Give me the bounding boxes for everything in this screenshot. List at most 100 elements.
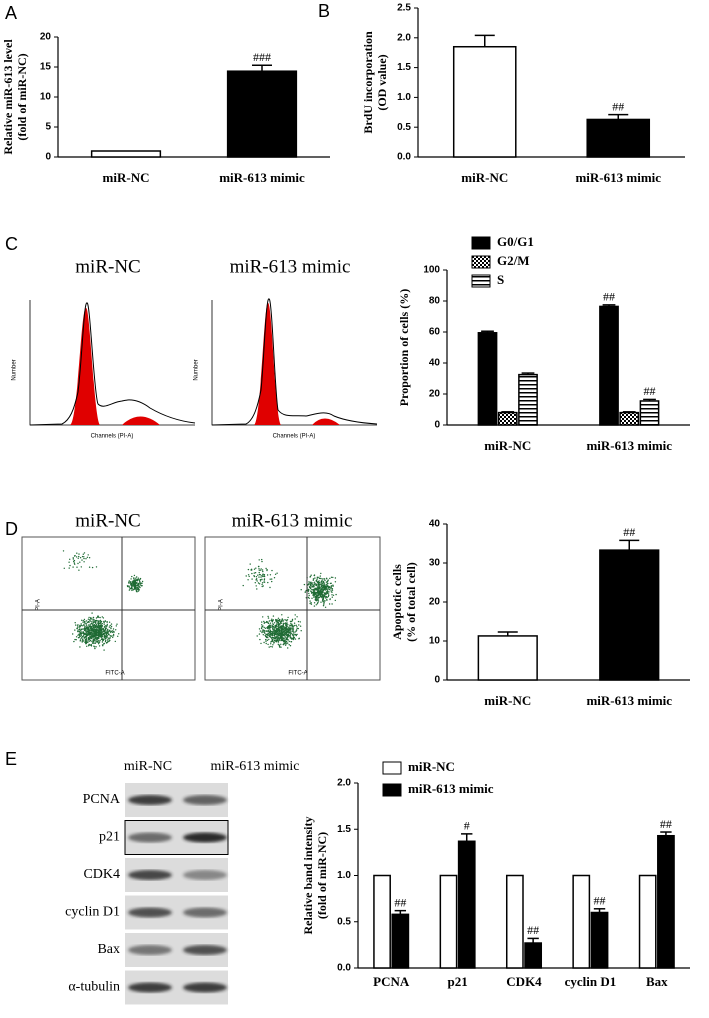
event-dot [106,632,108,634]
event-dot [255,585,257,587]
event-dot [287,628,289,630]
bar [657,834,675,969]
event-dot [115,629,117,631]
event-dot [138,582,140,585]
event-dot [284,619,286,621]
event-dot [298,624,300,626]
event-dot [280,630,282,632]
event-dot [277,638,279,640]
event-dot [283,634,285,636]
event-dot [314,597,316,599]
event-dot [87,624,90,626]
plot-title: miR-613 mimic [232,510,353,531]
event-dot [318,584,320,587]
event-dot [94,647,96,650]
event-dot [332,576,334,579]
event-dot [312,593,315,595]
legend-label: G0/G1 [497,234,534,249]
event-dot [271,631,273,633]
event-dot [277,634,279,636]
lane-label: miR-613 mimic [210,759,299,774]
event-dot [331,588,334,590]
event-dot [83,557,85,560]
event-dot [110,623,113,625]
event-dot [310,591,312,593]
event-dot [136,585,138,587]
event-dot [74,555,76,557]
blot-band [128,870,172,880]
event-dot [315,580,318,582]
event-dot [328,603,331,605]
event-dot [130,584,133,586]
event-dot [79,630,82,632]
axis-title: PI-A [219,599,225,611]
event-dot [103,632,105,635]
significance-label: ## [527,923,539,937]
event-dot [92,636,94,639]
y-tick-label: 60 [429,327,441,338]
event-dot [296,633,298,636]
event-dot [280,643,282,645]
event-dot [137,577,140,579]
event-dot [77,626,79,628]
event-dot [331,589,334,591]
event-dot [267,632,269,635]
event-dot [272,615,275,617]
legend-swatch [471,274,491,288]
event-dot [322,586,324,589]
event-dot [97,626,100,628]
event-dot [114,640,117,643]
event-dot [272,629,274,631]
event-dot [68,567,70,569]
blot-band [128,907,172,918]
event-dot [270,643,272,645]
event-dot [282,633,284,635]
event-dot [115,625,118,627]
event-dot [89,639,92,641]
event-dot [99,619,102,622]
event-dot [106,621,108,623]
event-dot [326,583,328,585]
event-dot [89,618,92,620]
event-dot [285,625,287,627]
event-dot [283,629,286,631]
event-dot [259,580,262,582]
event-dot [271,578,273,580]
x-tick-label: miR-NC [484,693,531,708]
y-tick-label: 0 [434,420,440,431]
event-dot [269,622,272,624]
event-dot [286,637,288,639]
event-dot [265,642,267,645]
event-dot [73,562,76,564]
event-dot [262,634,264,636]
event-dot [282,622,284,624]
event-dot [269,636,272,638]
event-dot [259,638,261,641]
event-dot [314,587,316,590]
event-dot [279,625,281,627]
event-dot [275,631,277,633]
x-tick-label: miR-NC [103,170,150,185]
y-axis-title: BrdU incorporation [361,31,375,134]
y-tick-label: 0 [434,675,440,686]
event-dot [103,629,106,631]
event-dot [308,594,310,597]
event-dot [267,615,269,618]
event-dot [325,587,327,590]
event-dot [262,631,265,633]
event-dot [79,646,81,648]
event-dot [285,622,287,624]
event-dot [89,636,91,638]
x-tick-label: miR-NC [461,170,508,185]
event-dot [91,622,93,624]
event-dot [322,578,324,580]
event-dot [87,620,90,623]
event-dot [263,581,266,583]
event-dot [289,620,292,623]
event-dot [331,603,333,605]
event-dot [135,588,137,590]
event-dot [135,583,137,585]
error-bar [608,113,629,120]
event-dot [136,579,138,582]
